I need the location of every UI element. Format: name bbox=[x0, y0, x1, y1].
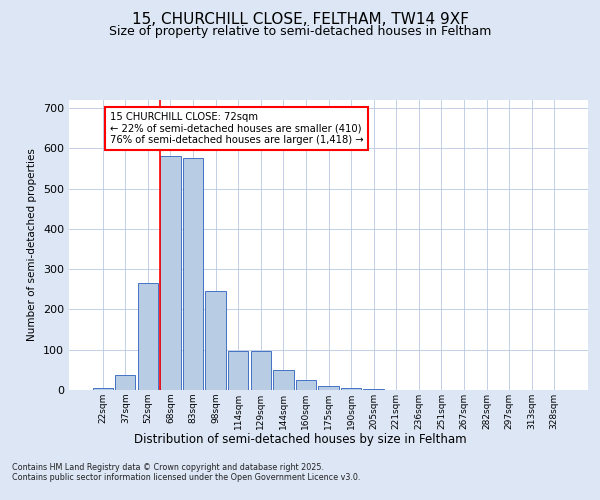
Bar bbox=[251, 351, 271, 390]
Bar bbox=[341, 388, 361, 390]
Text: Contains HM Land Registry data © Crown copyright and database right 2025.
Contai: Contains HM Land Registry data © Crown c… bbox=[12, 462, 361, 482]
Bar bbox=[92, 388, 113, 390]
Bar bbox=[160, 156, 181, 390]
Bar bbox=[364, 389, 384, 390]
Bar bbox=[228, 351, 248, 390]
Bar bbox=[205, 292, 226, 390]
Y-axis label: Number of semi-detached properties: Number of semi-detached properties bbox=[28, 148, 37, 342]
Text: 15 CHURCHILL CLOSE: 72sqm
← 22% of semi-detached houses are smaller (410)
76% of: 15 CHURCHILL CLOSE: 72sqm ← 22% of semi-… bbox=[110, 112, 363, 146]
Text: Distribution of semi-detached houses by size in Feltham: Distribution of semi-detached houses by … bbox=[134, 432, 466, 446]
Text: Size of property relative to semi-detached houses in Feltham: Size of property relative to semi-detach… bbox=[109, 25, 491, 38]
Bar bbox=[296, 380, 316, 390]
Bar bbox=[115, 375, 136, 390]
Bar bbox=[273, 370, 293, 390]
Text: 15, CHURCHILL CLOSE, FELTHAM, TW14 9XF: 15, CHURCHILL CLOSE, FELTHAM, TW14 9XF bbox=[131, 12, 469, 28]
Bar bbox=[183, 158, 203, 390]
Bar bbox=[138, 284, 158, 390]
Bar bbox=[319, 386, 338, 390]
